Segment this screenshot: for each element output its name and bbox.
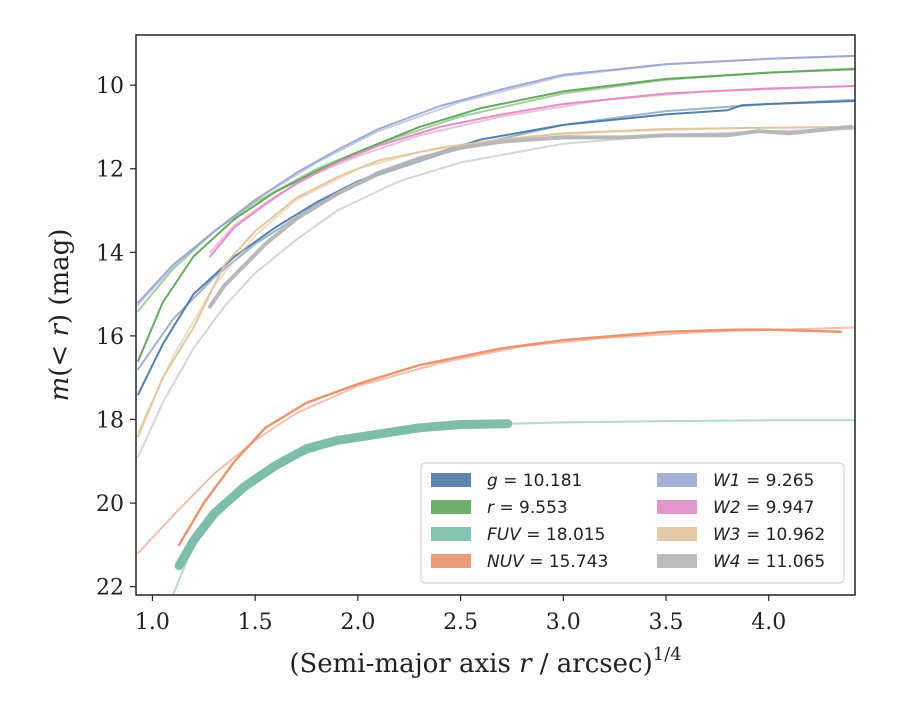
- y-tick-label: 12: [96, 158, 124, 183]
- x-axis-label-exponent: 1/4: [653, 644, 682, 665]
- series-line-w3: [137, 125, 855, 438]
- legend-label-fuv: FUV = 18.015: [487, 525, 605, 545]
- legend-item-w3: W3 = 10.962: [657, 525, 825, 545]
- series-model-line-w4: [137, 128, 855, 459]
- legend-swatch-r: [431, 500, 471, 514]
- series-model-line-w2: [209, 85, 855, 254]
- legend-box: [420, 462, 845, 584]
- y-tick-label: 18: [96, 408, 124, 433]
- x-tick-label: 2.0: [340, 610, 375, 635]
- legend-item-fuv: FUV = 18.015: [431, 525, 605, 545]
- series-model-line-w1: [137, 54, 855, 306]
- legend-swatch-nuv: [431, 554, 471, 568]
- x-tick-label: 3.0: [546, 610, 581, 635]
- y-tick-label: 22: [96, 576, 124, 601]
- legend-item-nuv: NUV = 15.743: [431, 552, 608, 572]
- series-model-line-w3: [137, 125, 855, 433]
- series-line-fuv: [174, 419, 513, 571]
- series-line-nuv: [177, 328, 842, 547]
- legend-label-g: g = 10.181: [487, 471, 582, 491]
- legend-item-g: g = 10.181: [431, 471, 582, 491]
- legend-item-w2: W2 = 9.947: [657, 498, 814, 518]
- axes: 1.0 1.5 2.0 2.5 3.0 3.5 4.0 10 12 14 16 18 20 22 (Semi…: [45, 34, 856, 679]
- legend-item-r: r = 9.553: [431, 498, 568, 518]
- legend-swatch-g: [431, 473, 471, 487]
- x-tick-label: 1.0: [135, 610, 170, 635]
- y-tick-label: 16: [96, 325, 124, 350]
- y-tick-label: 10: [96, 74, 124, 99]
- legend-label-nuv: NUV = 15.743: [487, 552, 608, 572]
- x-tick-label: 2.5: [443, 610, 478, 635]
- legend-label-w1: W1 = 9.265: [713, 471, 814, 491]
- legend-swatch-w2: [657, 500, 697, 514]
- legend-swatch-w3: [657, 527, 697, 541]
- series-line-w2: [209, 85, 855, 258]
- legend-swatch-fuv: [431, 527, 471, 541]
- legend-label-r: r = 9.553: [487, 498, 568, 518]
- legend-label-w3: W3 = 10.962: [713, 525, 825, 545]
- legend-label-w4: W4 = 11.065: [713, 552, 825, 572]
- x-tick-label: 3.5: [649, 610, 684, 635]
- series-lines: [137, 54, 855, 595]
- y-axis-label: m(< r) (mag): [45, 229, 75, 402]
- legend-swatch-w1: [657, 473, 697, 487]
- x-axis-label: (Semi-major axis r / arcsec)1/4: [289, 644, 681, 679]
- legend-label-w2: W2 = 9.947: [713, 498, 814, 518]
- y-tick-label: 14: [96, 241, 124, 266]
- x-tick-label: 1.5: [238, 610, 273, 635]
- x-tick-label: 4.0: [751, 610, 786, 635]
- legend-swatch-w4: [657, 554, 697, 568]
- plot-frame: [135, 34, 856, 596]
- series-model-line-nuv: [137, 326, 855, 555]
- legend-item-w1: W1 = 9.265: [657, 471, 814, 491]
- series-line-r: [137, 68, 855, 362]
- series-line-w1: [137, 54, 855, 304]
- legend-item-w4: W4 = 11.065: [657, 552, 825, 572]
- y-tick-label: 20: [96, 492, 124, 517]
- legend: g = 10.181 r = 9.553 FUV = 18.015 NUV = 15.…: [420, 462, 845, 584]
- series-line-w4: [208, 124, 853, 309]
